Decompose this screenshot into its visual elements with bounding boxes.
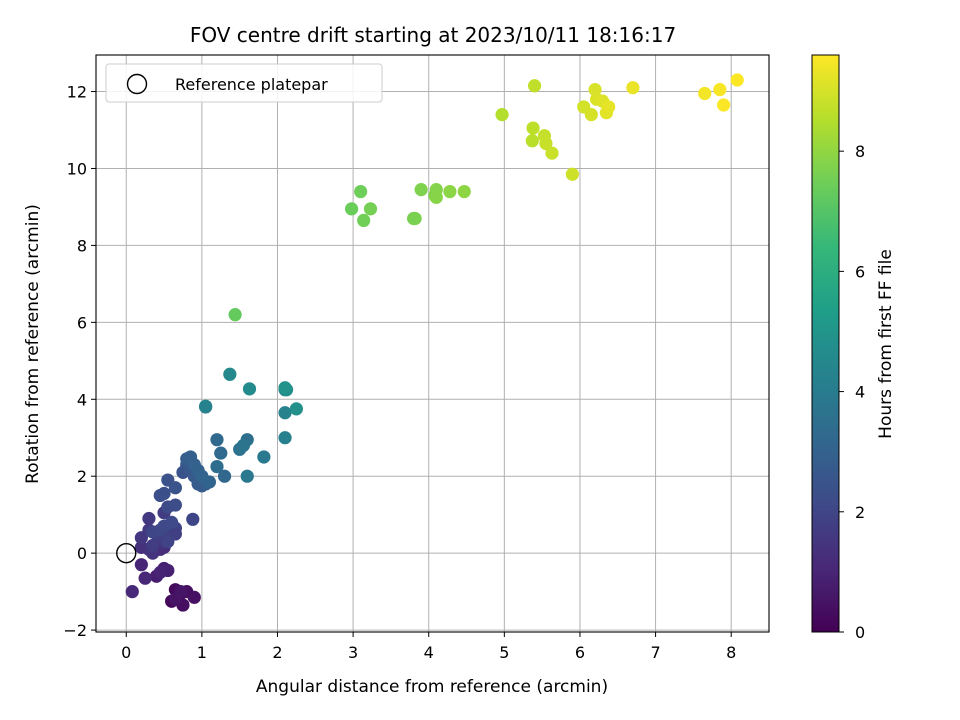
data-point xyxy=(289,402,303,416)
data-point xyxy=(217,469,232,483)
reference-marker xyxy=(116,542,137,564)
y-tick-label: 8 xyxy=(77,236,87,255)
x-tick-label: 2 xyxy=(272,643,282,662)
data-point xyxy=(199,399,213,413)
colorbar-tick-label: 4 xyxy=(855,383,865,402)
data-point xyxy=(357,213,371,228)
data-point xyxy=(142,511,156,526)
data-point xyxy=(202,475,217,489)
data-point xyxy=(174,585,188,599)
y-tick-label: 10 xyxy=(67,159,87,178)
y-tick-label: 6 xyxy=(77,313,87,332)
data-point xyxy=(146,538,160,553)
data-point xyxy=(457,184,471,199)
data-point xyxy=(584,108,598,122)
x-axis-ticks: 0 1 2 3 4 5 6 7 8 xyxy=(121,632,736,662)
x-tick-label: 1 xyxy=(197,643,207,662)
data-point xyxy=(408,211,422,226)
data-point xyxy=(125,585,139,599)
data-point xyxy=(240,469,254,483)
data-point xyxy=(527,79,542,93)
legend: Reference platepar xyxy=(105,63,383,103)
legend-marker-reference xyxy=(126,73,148,95)
data-point xyxy=(210,433,224,447)
data-point xyxy=(526,121,540,135)
data-point xyxy=(354,184,368,199)
data-point xyxy=(525,134,539,148)
y-tick-label: 0 xyxy=(77,544,87,563)
x-tick-label: 6 xyxy=(575,643,585,662)
data-point xyxy=(161,535,175,549)
data-point xyxy=(223,367,237,381)
data-point xyxy=(168,498,182,512)
data-point xyxy=(186,512,200,526)
data-point xyxy=(242,382,257,396)
data-point xyxy=(236,438,251,453)
colorbar-label: Hours from first FF file xyxy=(876,249,896,439)
data-point xyxy=(153,565,167,579)
y-tick-label: −2 xyxy=(63,621,87,640)
x-tick-label: 0 xyxy=(121,643,131,662)
data-point xyxy=(539,136,553,151)
colorbar-tick-label: 2 xyxy=(855,503,865,522)
chart-title: FOV centre drift starting at 2023/10/11 … xyxy=(190,23,676,47)
grid-lines xyxy=(96,55,769,632)
x-tick-label: 3 xyxy=(348,643,358,662)
colorbar-tick-label: 6 xyxy=(855,262,865,281)
data-point xyxy=(565,167,579,181)
data-point xyxy=(495,108,509,122)
data-point xyxy=(278,381,292,395)
data-point xyxy=(443,184,457,199)
legend-box xyxy=(105,63,383,103)
data-point xyxy=(278,406,292,420)
data-point xyxy=(626,81,640,95)
data-point xyxy=(717,98,731,112)
data-point xyxy=(414,183,428,197)
data-point xyxy=(545,146,559,160)
colorbar-tick-label: 8 xyxy=(855,142,865,161)
data-point xyxy=(134,558,148,572)
data-point xyxy=(698,86,712,101)
colorbar xyxy=(811,54,840,633)
data-point xyxy=(257,450,271,464)
data-point xyxy=(214,446,228,460)
data-point xyxy=(363,202,378,216)
data-point xyxy=(278,431,292,445)
data-point xyxy=(165,515,179,529)
data-point xyxy=(730,73,744,87)
x-tick-label: 8 xyxy=(726,643,736,662)
y-axis-ticks: −2 0 2 4 6 8 10 12 xyxy=(63,83,96,640)
y-tick-label: 2 xyxy=(77,467,87,486)
data-point xyxy=(344,202,359,216)
data-point xyxy=(602,100,616,114)
data-point xyxy=(429,190,443,204)
x-axis-label: Angular distance from reference (arcmin) xyxy=(256,677,608,697)
data-point xyxy=(168,481,182,495)
x-tick-label: 7 xyxy=(650,643,660,662)
data-point xyxy=(157,486,171,501)
data-point xyxy=(210,459,224,474)
colorbar-ticks: 0 2 4 6 8 xyxy=(839,142,865,642)
y-tick-label: 4 xyxy=(77,390,87,409)
data-point xyxy=(138,571,152,585)
y-axis-label: Rotation from reference (arcmin) xyxy=(23,204,43,484)
y-tick-label: 12 xyxy=(67,83,87,102)
plot-frame xyxy=(95,54,770,633)
data-point xyxy=(713,83,727,97)
x-tick-label: 5 xyxy=(499,643,509,662)
data-point xyxy=(187,590,201,604)
data-points xyxy=(125,73,744,612)
x-tick-label: 4 xyxy=(424,643,434,662)
data-point xyxy=(134,531,148,545)
data-point xyxy=(228,308,242,322)
colorbar-tick-label: 0 xyxy=(855,623,865,642)
legend-label-reference: Reference platepar xyxy=(175,75,328,94)
